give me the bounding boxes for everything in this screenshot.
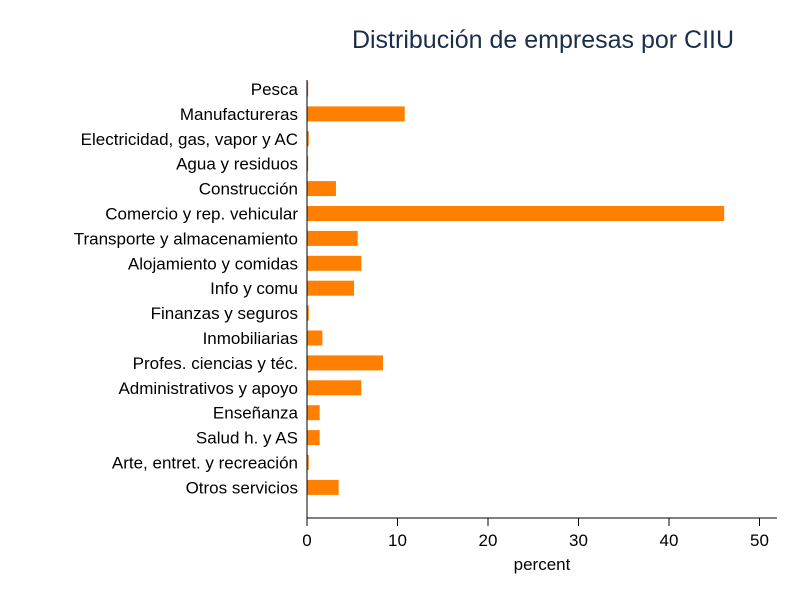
x-tick-label: 30 [569, 531, 588, 550]
x-tick-label: 0 [302, 531, 311, 550]
bar [307, 455, 309, 470]
bar [307, 330, 323, 346]
category-label: Administrativos y apoyo [118, 379, 298, 398]
category-label: Finanzas y seguros [151, 304, 298, 323]
category-label: Inmobiliarias [203, 329, 298, 348]
bar [307, 479, 339, 495]
category-label: Transporte y almacenamiento [74, 229, 298, 248]
x-tick-label: 40 [660, 531, 679, 550]
category-labels: Pesca Manufactureras Electricidad, gas, va… [74, 80, 299, 497]
bar [307, 255, 362, 271]
bar [307, 280, 355, 296]
x-tick-label: 20 [479, 531, 498, 550]
category-label: Electricidad, gas, vapor y AC [81, 130, 298, 149]
category-label: Otros servicios [186, 478, 298, 497]
bar [307, 131, 309, 147]
category-label: Agua y residuos [176, 155, 298, 174]
category-label: Comercio y rep. vehicular [105, 205, 298, 224]
x-axis-label: percent [514, 555, 571, 574]
x-tick-label: 10 [388, 531, 407, 550]
bar [307, 206, 725, 221]
bar [307, 380, 362, 396]
category-label: Info y comu [210, 279, 298, 298]
category-label: Profes. ciencias y téc. [133, 354, 298, 373]
bar [307, 305, 309, 321]
bar [307, 430, 320, 446]
bar [307, 230, 358, 246]
bar [307, 106, 405, 122]
bar [307, 181, 336, 197]
x-tick-label: 50 [750, 531, 769, 550]
category-label: Manufactureras [180, 105, 298, 124]
bar [307, 355, 384, 371]
bar [307, 156, 309, 172]
bar [307, 81, 309, 97]
category-label: Construcción [199, 180, 298, 199]
category-label: Alojamiento y comidas [128, 254, 298, 273]
category-label: Enseñanza [213, 404, 299, 423]
bar [307, 405, 320, 421]
category-label: Salud h. y AS [196, 429, 298, 448]
x-axis-ticks: 0 10 20 30 40 50 [302, 518, 769, 550]
chart-title: Distribución de empresas por CIIU [352, 26, 734, 54]
category-label: Arte, entret. y recreación [112, 454, 298, 473]
category-label: Pesca [251, 80, 299, 99]
bars [307, 81, 725, 495]
